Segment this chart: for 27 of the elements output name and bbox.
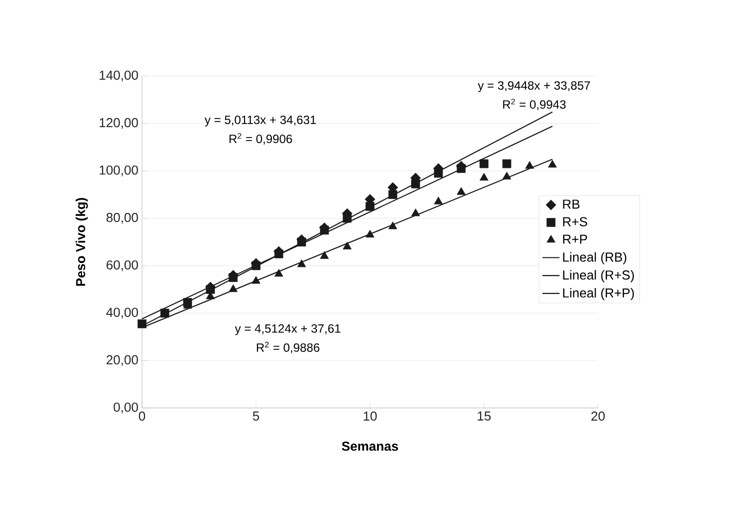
- y-tick-label: 120,00: [100, 118, 138, 129]
- annotation: y = 4,5124x + 37,61: [234, 324, 340, 336]
- x-tick-label: 20: [591, 412, 605, 421]
- legend-label: RB: [563, 200, 580, 209]
- legend-label: R+S: [563, 217, 588, 226]
- annotation: y = 5,0113x + 34,631: [204, 116, 316, 126]
- annotation: R$^{2}$ = 0,9906: [230, 133, 292, 145]
- y-tick-label: 80,00: [106, 212, 138, 224]
- y-tick-label: 0,00: [114, 402, 138, 414]
- legend-label: Lineal (R+S): [563, 270, 634, 282]
- y-tick-label: 100,00: [100, 165, 138, 176]
- x-tick-label: 0: [138, 412, 146, 421]
- legend-label: R+P: [563, 234, 588, 244]
- x-tick-label: 10: [364, 412, 377, 421]
- y-tick-label: 60,00: [106, 260, 138, 272]
- y-tick-label: 40,00: [106, 308, 138, 318]
- annotation: y = 3,9448x + 33,857: [478, 81, 590, 92]
- legend-label: Lineal (R+P): [563, 288, 634, 300]
- annotation: R$^{2}$ = 0,9943: [503, 98, 566, 110]
- annotation: R$^{2}$ = 0,9886: [256, 342, 320, 354]
- y-axis-title: Peso Vivo (kg): [76, 198, 88, 286]
- x-axis-title: Semanas: [342, 442, 398, 451]
- y-tick-label: 140,00: [100, 70, 138, 82]
- x-tick-label: 15: [478, 412, 491, 421]
- x-tick-label: 5: [252, 412, 260, 421]
- y-tick-label: 20,00: [106, 355, 138, 366]
- legend-label: Lineal (RB): [563, 252, 626, 264]
